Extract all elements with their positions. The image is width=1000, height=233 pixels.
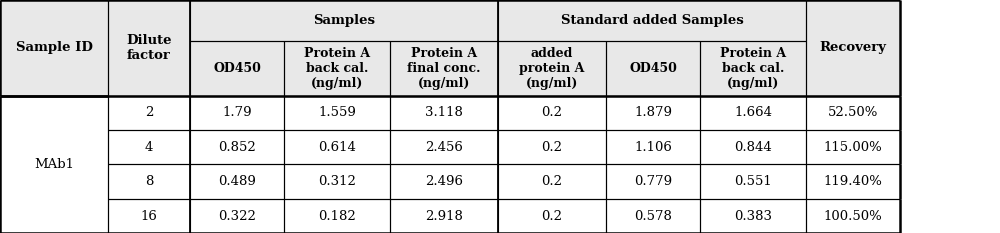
Text: 3.118: 3.118 [425, 106, 463, 119]
Text: 1.79: 1.79 [222, 106, 252, 119]
Bar [190, 130, 284, 164]
Text: 2: 2 [145, 106, 153, 119]
Bar [108, 199, 190, 233]
Bar [190, 0, 498, 41]
Text: Dilute
factor: Dilute factor [126, 34, 172, 62]
Bar [498, 164, 606, 199]
Text: 8: 8 [145, 175, 153, 188]
Bar [498, 0, 806, 41]
Bar [606, 96, 700, 130]
Bar [806, 164, 900, 199]
Bar [390, 199, 498, 233]
Text: 1.664: 1.664 [734, 106, 772, 119]
Bar [390, 130, 498, 164]
Text: MAb1: MAb1 [34, 158, 74, 171]
Bar [806, 96, 900, 130]
Text: 1.879: 1.879 [634, 106, 672, 119]
Bar [700, 130, 806, 164]
Bar [806, 130, 900, 164]
Text: OD450: OD450 [213, 62, 261, 75]
Bar [190, 164, 284, 199]
Bar [700, 96, 806, 130]
Text: 0.2: 0.2 [542, 210, 562, 223]
Bar [0, 96, 108, 233]
Bar [284, 199, 390, 233]
Bar [284, 164, 390, 199]
Text: 0.2: 0.2 [542, 141, 562, 154]
Text: OD450: OD450 [629, 62, 677, 75]
Bar [0, 0, 108, 96]
Text: Protein A
back cal.
(ng/ml): Protein A back cal. (ng/ml) [304, 47, 370, 90]
Bar [108, 0, 190, 96]
Text: 0.779: 0.779 [634, 175, 672, 188]
Text: Standard added Samples: Standard added Samples [561, 14, 743, 27]
Text: 1.106: 1.106 [634, 141, 672, 154]
Bar [700, 164, 806, 199]
Text: 0.182: 0.182 [318, 210, 356, 223]
Text: 0.614: 0.614 [318, 141, 356, 154]
Bar [806, 199, 900, 233]
Text: 0.844: 0.844 [734, 141, 772, 154]
Text: 52.50%: 52.50% [828, 106, 878, 119]
Text: 119.40%: 119.40% [824, 175, 882, 188]
Bar [108, 164, 190, 199]
Bar [806, 0, 900, 96]
Bar [498, 199, 606, 233]
Bar [108, 96, 190, 130]
Bar [284, 130, 390, 164]
Text: 1.559: 1.559 [318, 106, 356, 119]
Bar [498, 130, 606, 164]
Bar [390, 96, 498, 130]
Bar [606, 199, 700, 233]
Bar [606, 130, 700, 164]
Text: 0.383: 0.383 [734, 210, 772, 223]
Text: 2.496: 2.496 [425, 175, 463, 188]
Text: 0.489: 0.489 [218, 175, 256, 188]
Bar [108, 130, 190, 164]
Text: Recovery: Recovery [820, 41, 887, 54]
Text: 16: 16 [141, 210, 157, 223]
Text: 0.312: 0.312 [318, 175, 356, 188]
Bar [390, 41, 498, 96]
Text: 0.551: 0.551 [734, 175, 772, 188]
Bar [606, 41, 700, 96]
Bar [190, 41, 284, 96]
Text: added
protein A
(ng/ml): added protein A (ng/ml) [519, 47, 585, 90]
Bar [284, 96, 390, 130]
Bar [284, 41, 390, 96]
Bar [498, 41, 606, 96]
Text: 115.00%: 115.00% [824, 141, 882, 154]
Text: 0.2: 0.2 [542, 175, 562, 188]
Text: Protein A
final conc.
(ng/ml): Protein A final conc. (ng/ml) [407, 47, 481, 90]
Bar [606, 164, 700, 199]
Text: 2.456: 2.456 [425, 141, 463, 154]
Bar [190, 96, 284, 130]
Text: 2.918: 2.918 [425, 210, 463, 223]
Bar [700, 199, 806, 233]
Text: Sample ID: Sample ID [16, 41, 92, 54]
Bar [190, 199, 284, 233]
Text: Samples: Samples [313, 14, 375, 27]
Text: 0.2: 0.2 [542, 106, 562, 119]
Text: 100.50%: 100.50% [824, 210, 882, 223]
Text: Protein A
back cal.
(ng/ml): Protein A back cal. (ng/ml) [720, 47, 786, 90]
Text: 0.322: 0.322 [218, 210, 256, 223]
Bar [498, 96, 606, 130]
Bar [390, 164, 498, 199]
Bar [700, 41, 806, 96]
Text: 0.852: 0.852 [218, 141, 256, 154]
Text: 0.578: 0.578 [634, 210, 672, 223]
Text: 4: 4 [145, 141, 153, 154]
